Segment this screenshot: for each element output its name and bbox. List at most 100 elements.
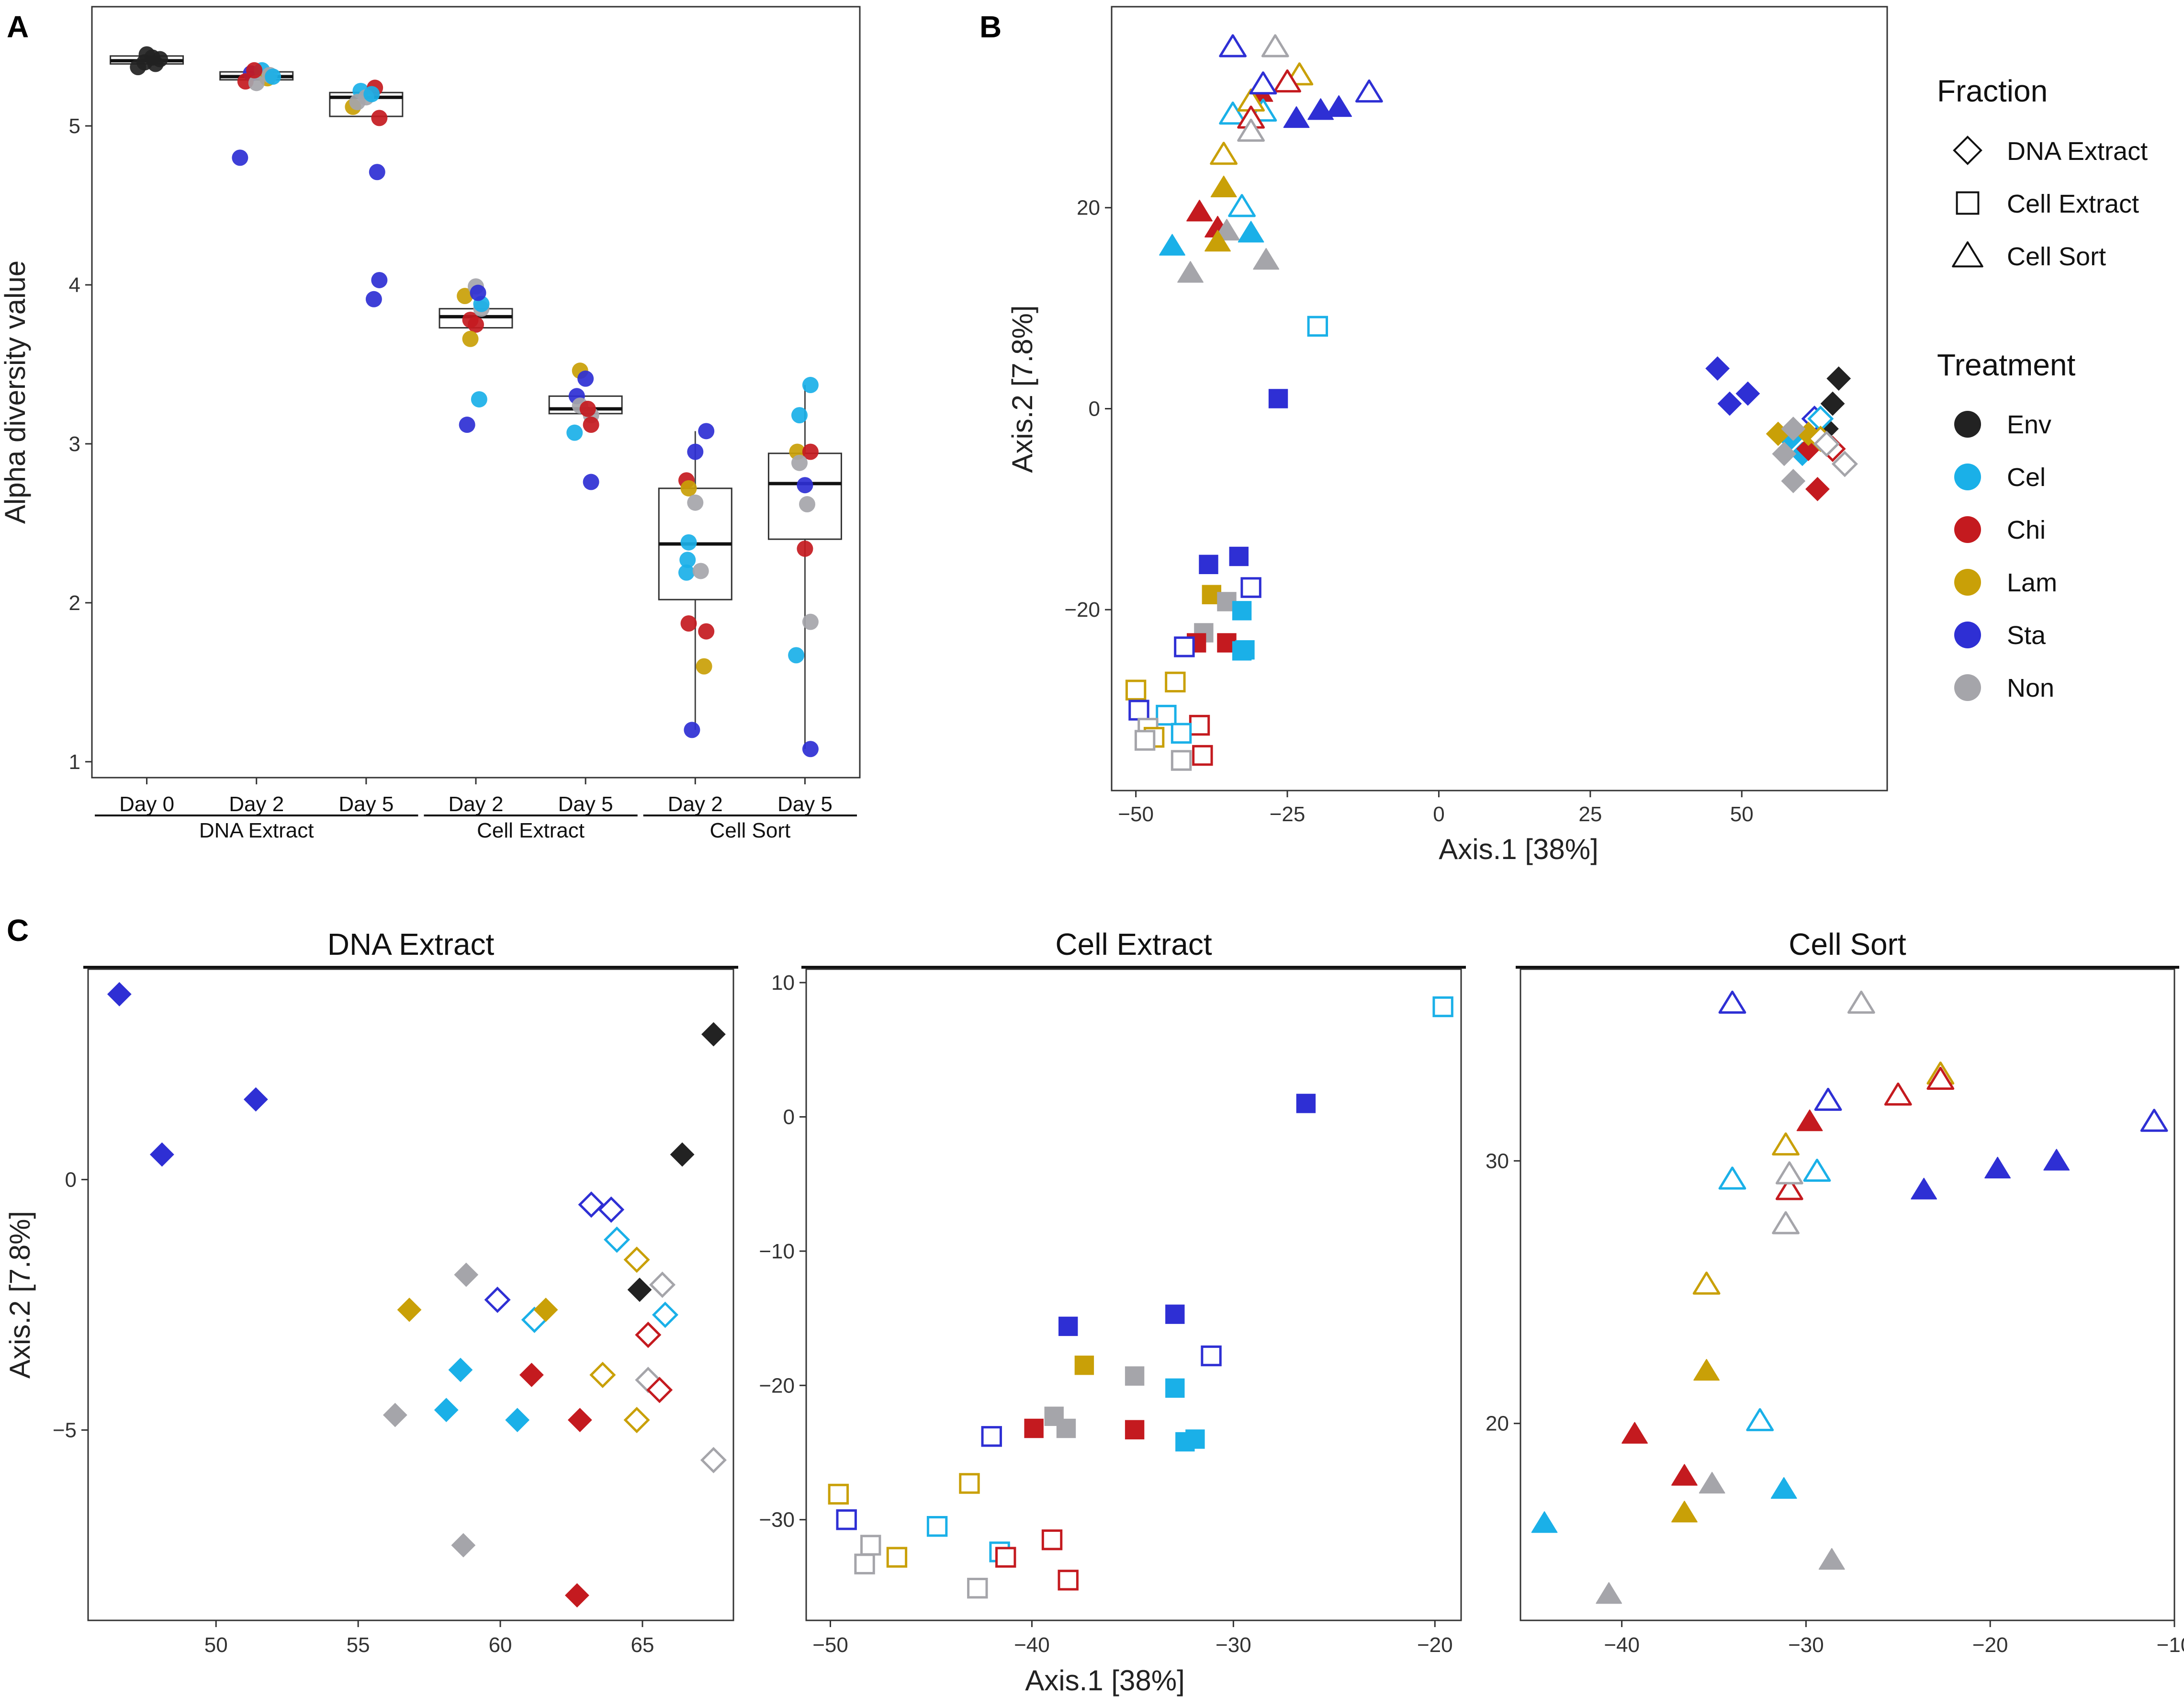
y-tick-label: 0 bbox=[1089, 397, 1100, 420]
data-point bbox=[1772, 1132, 1800, 1156]
data-point bbox=[679, 552, 696, 568]
panel-c-cell-extract: Cell Extract −50 −40 −30 −20 −30 −20 −10 0 10 Axis… bbox=[759, 927, 1466, 1697]
data-point bbox=[791, 407, 808, 424]
data-point bbox=[1171, 723, 1192, 744]
data-point bbox=[1884, 1082, 1912, 1106]
data-point bbox=[684, 722, 700, 738]
data-point bbox=[1235, 640, 1255, 660]
data-point bbox=[860, 1535, 881, 1556]
data-point bbox=[1165, 1378, 1185, 1398]
data-point bbox=[579, 400, 596, 417]
data-point bbox=[468, 316, 484, 333]
facet-title: DNA Extract bbox=[327, 927, 495, 962]
data-point bbox=[1171, 750, 1192, 771]
category-label: Day 2 bbox=[668, 792, 723, 816]
data-point bbox=[1128, 700, 1149, 721]
data-point bbox=[1229, 546, 1249, 566]
data-point bbox=[1820, 391, 1845, 416]
panel-c-dna-extract: DNA Extract 50 55 60 65 −5 0 Axis.2 [7.8%] bbox=[4, 927, 738, 1657]
data-point bbox=[457, 288, 473, 305]
category-label: Day 0 bbox=[119, 792, 174, 816]
x-tick-label: −20 bbox=[1417, 1633, 1453, 1657]
data-point bbox=[1781, 417, 1806, 441]
data-point bbox=[854, 1553, 875, 1574]
data-point bbox=[1125, 1366, 1145, 1386]
legend-marker-circle bbox=[1954, 674, 1981, 701]
data-point bbox=[802, 741, 819, 758]
x-tick-label: −25 bbox=[1270, 803, 1306, 826]
data-point bbox=[1796, 1109, 1823, 1131]
data-point bbox=[371, 272, 388, 288]
y-tick-label: −20 bbox=[759, 1374, 795, 1397]
data-point bbox=[1826, 366, 1851, 391]
data-point bbox=[1781, 469, 1806, 494]
group-label: Cell Sort bbox=[709, 819, 790, 842]
category-label: Day 2 bbox=[229, 792, 284, 816]
data-point bbox=[2140, 1109, 2168, 1132]
category-label: Day 5 bbox=[338, 792, 394, 816]
data-point bbox=[698, 423, 715, 440]
y-tick-label: 0 bbox=[783, 1105, 795, 1129]
data-point bbox=[1174, 636, 1195, 657]
data-point bbox=[802, 613, 819, 630]
plot-frame bbox=[87, 968, 734, 1621]
data-point bbox=[454, 1262, 479, 1287]
data-point bbox=[1813, 430, 1840, 457]
x-tick-label: −10 bbox=[2157, 1633, 2184, 1657]
data-point bbox=[1165, 1304, 1185, 1324]
data-point bbox=[589, 1361, 616, 1388]
data-point bbox=[567, 1408, 592, 1432]
legend-label: Lam bbox=[2007, 568, 2057, 597]
data-point bbox=[1189, 714, 1210, 736]
y-axis-title: Axis.2 [7.8%] bbox=[1006, 305, 1038, 473]
x-tick-label: 0 bbox=[1433, 803, 1444, 826]
data-point bbox=[1058, 1570, 1079, 1591]
data-point bbox=[701, 1022, 726, 1047]
y-tick-label: −20 bbox=[1064, 598, 1100, 622]
x-axis-title: Axis.1 [38%] bbox=[1439, 833, 1599, 865]
data-point bbox=[1775, 1161, 1803, 1185]
data-point bbox=[1237, 118, 1265, 142]
group-label: Cell Extract bbox=[477, 819, 585, 842]
data-point bbox=[1596, 1582, 1622, 1604]
y-tick-label: 10 bbox=[771, 971, 795, 995]
data-point bbox=[248, 75, 265, 91]
data-point bbox=[687, 443, 704, 460]
legend-label: Non bbox=[2007, 674, 2054, 702]
x-axis-title: Axis.1 [38%] bbox=[1025, 1664, 1185, 1697]
data-point bbox=[678, 564, 695, 581]
data-point bbox=[623, 1407, 650, 1434]
legend-label: Cel bbox=[2007, 463, 2046, 492]
data-point bbox=[1699, 1471, 1725, 1494]
data-point bbox=[696, 658, 712, 675]
data-point bbox=[1772, 441, 1797, 466]
data-point bbox=[680, 480, 697, 497]
data-point bbox=[1185, 1429, 1205, 1449]
panel-letter-c: C bbox=[7, 913, 29, 948]
data-point bbox=[2043, 1149, 2070, 1171]
facet-title: Cell Sort bbox=[1789, 927, 1906, 962]
y-tick-label: 2 bbox=[69, 591, 80, 615]
data-point bbox=[149, 1142, 174, 1167]
category-label: Day 5 bbox=[777, 792, 833, 816]
data-point bbox=[1192, 745, 1213, 766]
y-tick-label: 0 bbox=[65, 1168, 77, 1191]
panel-c-cell-sort: Cell Sort −40 −30 −20 −10 20 30 bbox=[1486, 927, 2184, 1657]
legend-marker-diamond bbox=[1953, 136, 1982, 165]
category-label: Day 5 bbox=[558, 792, 613, 816]
data-point bbox=[802, 377, 819, 394]
legend-label: Cell Sort bbox=[2007, 242, 2106, 271]
legend: Fraction DNA Extract Cell Extract Cell Sort… bbox=[1937, 74, 2148, 702]
data-point bbox=[1041, 1529, 1063, 1550]
data-point bbox=[1717, 391, 1742, 416]
x-tick-label: −30 bbox=[1788, 1633, 1824, 1657]
data-point bbox=[1232, 601, 1252, 621]
data-point bbox=[1210, 175, 1237, 197]
data-point bbox=[1125, 1420, 1145, 1440]
group-label: DNA Extract bbox=[199, 819, 314, 842]
data-point bbox=[1803, 1158, 1831, 1182]
x-tick-label: 55 bbox=[347, 1633, 370, 1657]
data-point bbox=[1911, 1177, 1937, 1199]
data-point bbox=[670, 1142, 695, 1167]
data-point bbox=[451, 1533, 476, 1558]
